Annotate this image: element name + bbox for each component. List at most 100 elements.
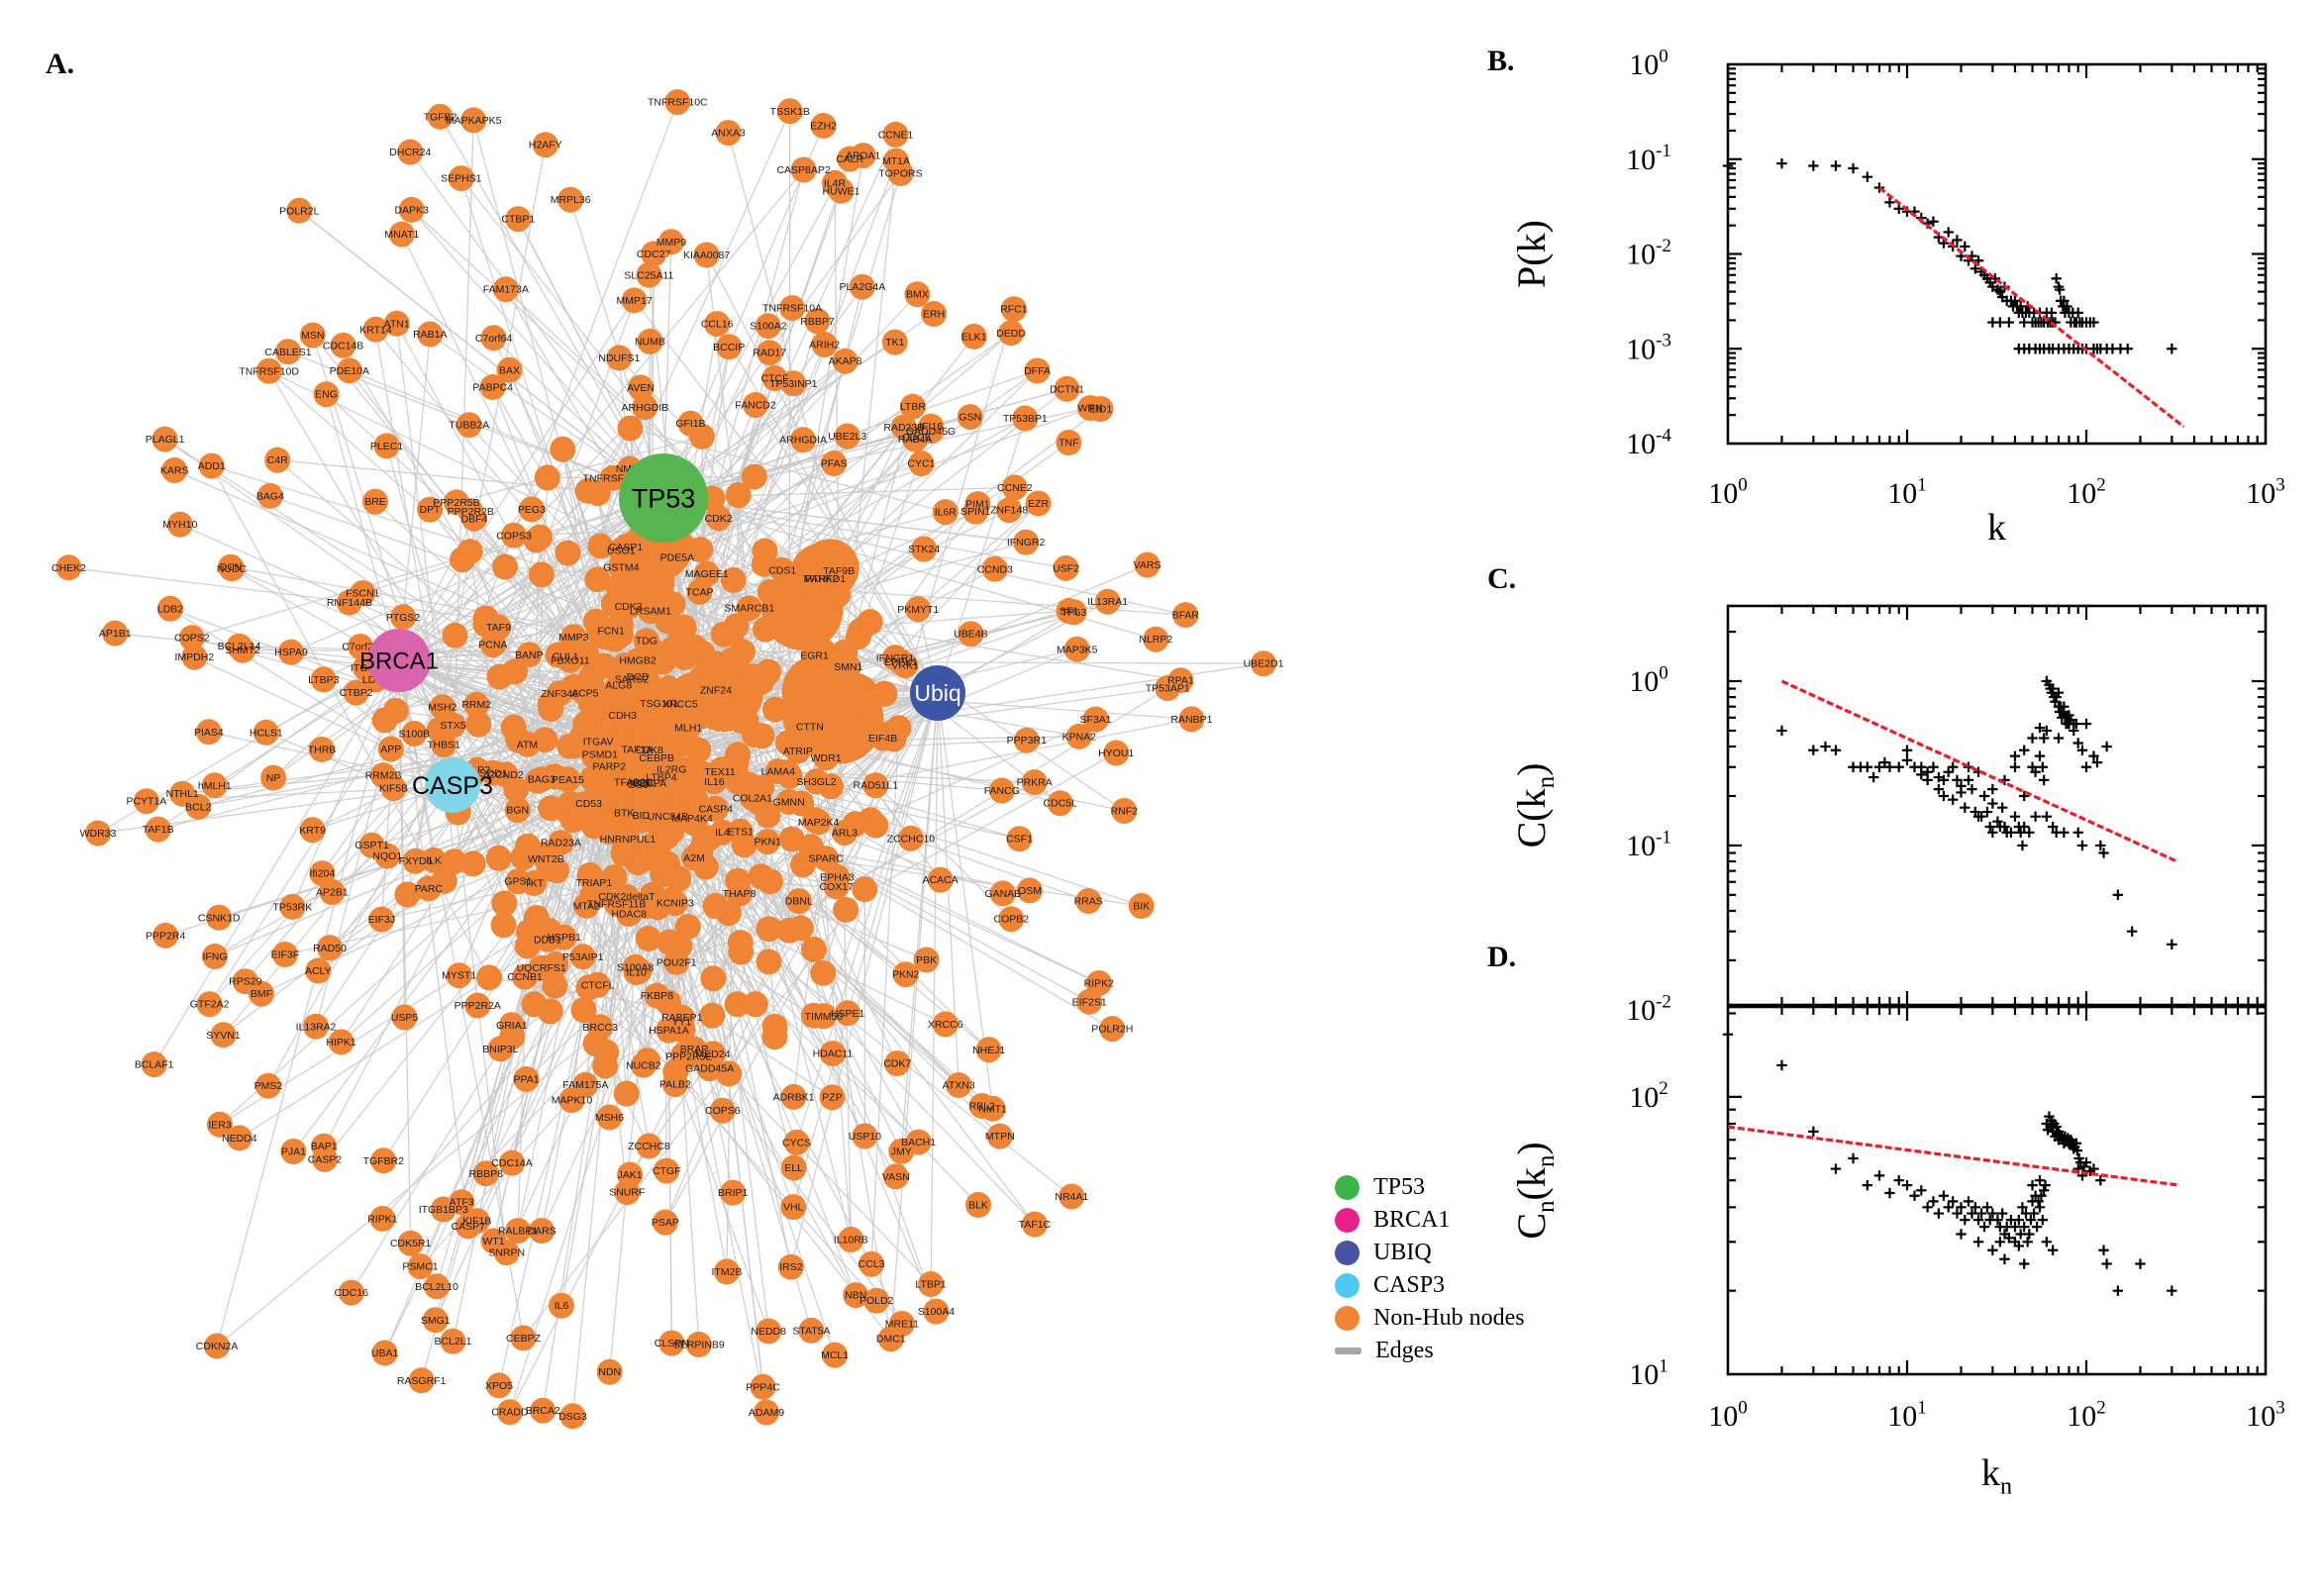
non-hub-node — [534, 464, 560, 491]
node-label: USP10 — [849, 1131, 881, 1143]
non-hub-node — [1053, 554, 1079, 581]
node-label: NUMB — [635, 336, 665, 348]
non-hub-node — [1128, 893, 1155, 919]
node-label: PLAGL1 — [146, 434, 185, 446]
non-hub-node — [996, 497, 1023, 524]
node-label: IL13RA1 — [1087, 596, 1128, 608]
non-hub-node — [587, 1014, 614, 1041]
node-label: DCD — [627, 671, 650, 683]
node-label: CTGF — [653, 1165, 681, 1177]
legend-item-casp3: CASP3 — [1335, 1269, 1525, 1302]
non-hub-node — [1063, 636, 1090, 662]
non-hub-node — [382, 697, 409, 724]
non-hub-node — [810, 959, 837, 986]
non-hub-node — [369, 1205, 396, 1232]
node-label: BRIP1 — [718, 1187, 749, 1199]
node-label: PBK — [916, 954, 937, 966]
node-label: MTA2 — [573, 900, 600, 912]
node-label: TP63 — [1061, 607, 1086, 619]
node-label: TDG — [636, 636, 657, 648]
non-hub-node — [264, 447, 291, 473]
node-label: TP53BP1 — [1003, 413, 1048, 425]
node-label: TNFRSF10C — [648, 97, 708, 109]
node-label: CRADD — [491, 1407, 529, 1419]
non-hub-node — [892, 961, 919, 988]
non-hub-node — [656, 929, 682, 955]
non-hub-node — [373, 433, 400, 459]
node-label: CASP2 — [308, 1153, 343, 1165]
non-hub-node — [725, 482, 752, 509]
non-hub-node — [640, 846, 666, 872]
node-label: RASGRF1 — [397, 1375, 447, 1387]
node-label: RAD23B — [883, 422, 924, 434]
non-hub-node — [911, 536, 938, 562]
tick-label: 103 — [2246, 1397, 2285, 1433]
legend-item-non-hub-nodes: Non-Hub nodes — [1335, 1302, 1525, 1335]
tick-label: 10-1 — [1626, 141, 1671, 176]
non-hub-node — [424, 1273, 451, 1300]
node-label: WT1 — [482, 1236, 504, 1247]
non-hub-node — [614, 826, 641, 852]
non-hub-node — [704, 311, 731, 338]
node-label: NMT1 — [978, 1103, 1007, 1115]
node-label: POLR2H — [1091, 1024, 1133, 1036]
non-hub-node — [881, 329, 908, 355]
node-label: MSH2 — [428, 702, 456, 714]
non-hub-node — [1251, 650, 1276, 677]
non-hub-node — [280, 1139, 307, 1164]
node-label: DAPK3 — [394, 204, 429, 216]
node-label: RAB1A — [413, 329, 447, 341]
non-hub-node — [790, 427, 817, 453]
non-hub-node — [305, 957, 332, 984]
non-hub-node — [775, 917, 802, 944]
node-label: GANAB — [984, 888, 1021, 900]
non-hub-node — [152, 922, 179, 948]
node-label: CCNE1 — [878, 129, 914, 141]
node-label: MMP9 — [656, 237, 686, 249]
non-hub-node — [852, 876, 878, 903]
non-hub-node — [716, 334, 743, 360]
non-hub-node — [957, 404, 983, 431]
non-hub-node — [574, 477, 601, 504]
node-label: CASP8AP2 — [776, 164, 830, 176]
node-label: HIPK1 — [326, 1037, 356, 1048]
node-label: CD53 — [575, 798, 602, 810]
non-hub-node — [756, 916, 782, 943]
non-hub-node — [584, 971, 611, 998]
hub-label: TP53 — [632, 483, 696, 513]
non-hub-node — [782, 609, 809, 636]
tick-label: 10-2 — [1626, 236, 1671, 271]
non-hub-node — [750, 1373, 776, 1400]
node-label: PARC — [415, 883, 444, 895]
node-label: MYH10 — [162, 519, 197, 531]
non-hub-node — [463, 691, 490, 718]
non-hub-node — [822, 169, 848, 196]
non-hub-node — [1111, 798, 1138, 824]
node-label: WDR1 — [811, 752, 842, 764]
node-label: BFAR — [1172, 610, 1200, 622]
non-hub-node — [1143, 626, 1169, 652]
non-hub-node — [798, 1317, 825, 1344]
non-hub-node — [336, 357, 362, 384]
legend-item-brca1: BRCA1 — [1335, 1204, 1525, 1237]
node-label: VRK1 — [891, 660, 919, 672]
non-hub-node — [370, 1147, 397, 1174]
network-hubs: TP53 BRCA1 Ubiq CASP3 — [359, 453, 965, 813]
non-hub-node — [702, 795, 729, 822]
plot-frame — [1726, 604, 2268, 1007]
non-hub-node — [596, 1104, 623, 1131]
node-label: PEG3 — [518, 504, 546, 516]
node-label: LTBP3 — [308, 674, 339, 686]
node-label: WRN — [1077, 403, 1102, 415]
non-hub-node — [652, 1209, 678, 1236]
non-hub-node — [421, 847, 448, 873]
non-hub-node — [808, 565, 835, 592]
node-label: IFNGR1 — [876, 652, 915, 664]
non-hub-node — [348, 634, 373, 659]
node-label: SH3GL2 — [796, 776, 836, 788]
node-label: MYST1 — [442, 970, 476, 982]
fit-line — [1727, 1125, 2180, 1187]
node-label: TFAP2C — [614, 776, 654, 788]
node-label: CDC14A — [491, 1157, 532, 1169]
node-label: TNFRSF11B — [587, 898, 646, 910]
